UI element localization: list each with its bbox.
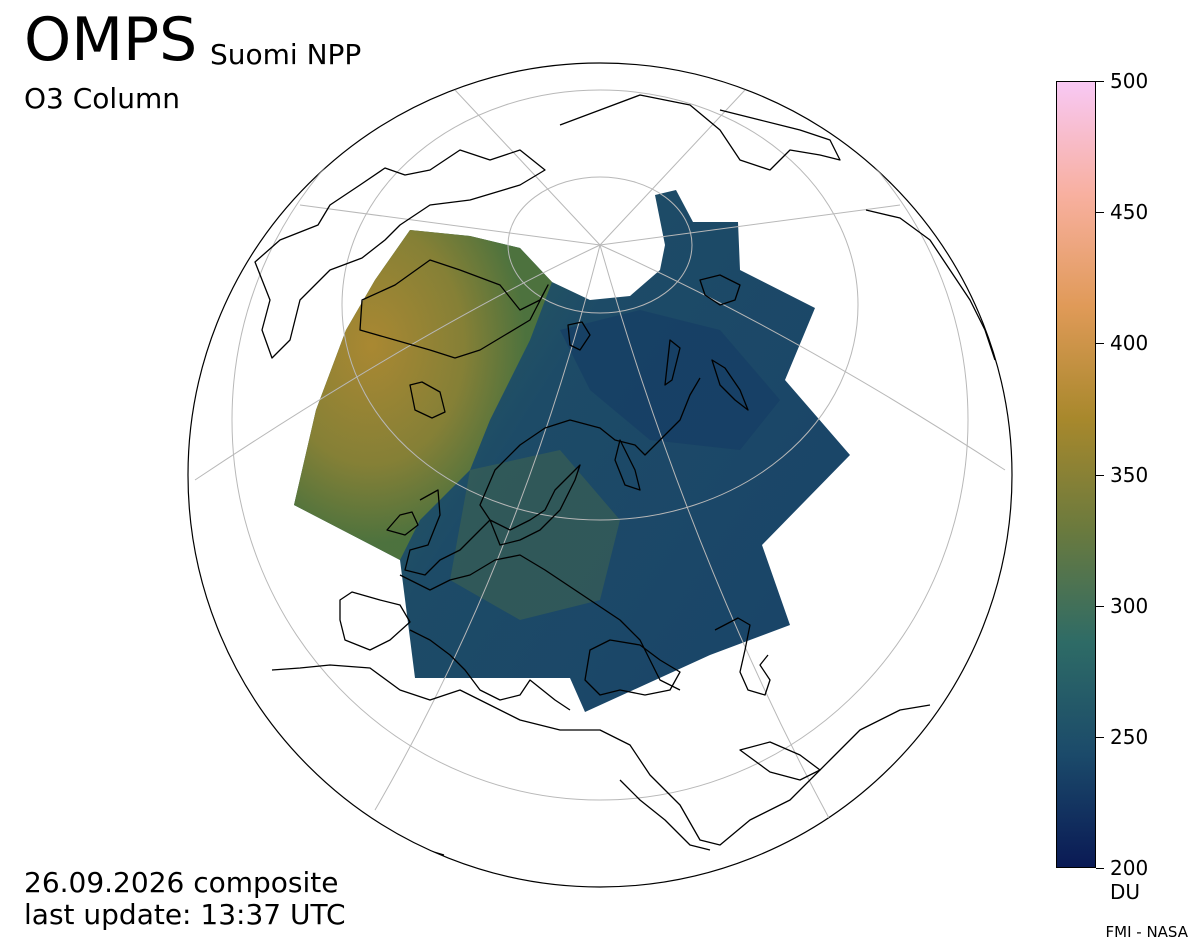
colorbar-tick-mark (1096, 81, 1104, 82)
product-name: O3 Column (24, 82, 180, 115)
coastlines (254, 94, 996, 856)
colorbar-tick-mark (1096, 343, 1104, 345)
composite-date: 26.09.2026 composite (24, 866, 339, 899)
ozone-mid-region (450, 450, 620, 620)
ozone-low-core (560, 310, 780, 450)
colorbar-tick-label: 250 (1110, 724, 1149, 749)
colorbar-tick-mark (1096, 474, 1104, 476)
colorbar-tick-mark (1096, 868, 1104, 869)
colorbar-tick-label: 450 (1110, 200, 1149, 225)
colorbar-unit: DU (1110, 880, 1141, 904)
colorbar-tick-mark (1096, 605, 1104, 607)
colorbar-tick-mark (1096, 212, 1104, 214)
colorbar-tick-label: 200 (1110, 856, 1149, 880)
colorbar-tick-mark (1096, 736, 1104, 738)
last-update: last update: 13:37 UTC (24, 898, 346, 931)
ozone-high-region (294, 230, 552, 560)
colorbar-tick-label: 350 (1110, 462, 1149, 487)
ozone-map (187, 62, 1013, 888)
colorbar (1056, 81, 1096, 868)
colorbar-tick-label: 400 (1110, 331, 1149, 356)
satellite-name: Suomi NPP (210, 38, 362, 71)
colorbar-tick-label: 300 (1110, 593, 1149, 618)
colorbar-tick-label: 500 (1110, 69, 1149, 93)
ozone-field (294, 190, 850, 712)
data-credit: FMI - NASA (1105, 923, 1189, 941)
instrument-title: OMPS (24, 5, 198, 75)
